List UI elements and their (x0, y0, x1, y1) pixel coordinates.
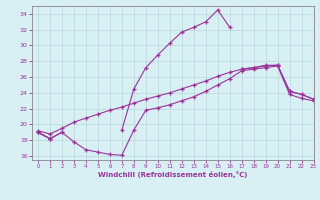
X-axis label: Windchill (Refroidissement éolien,°C): Windchill (Refroidissement éolien,°C) (98, 171, 247, 178)
